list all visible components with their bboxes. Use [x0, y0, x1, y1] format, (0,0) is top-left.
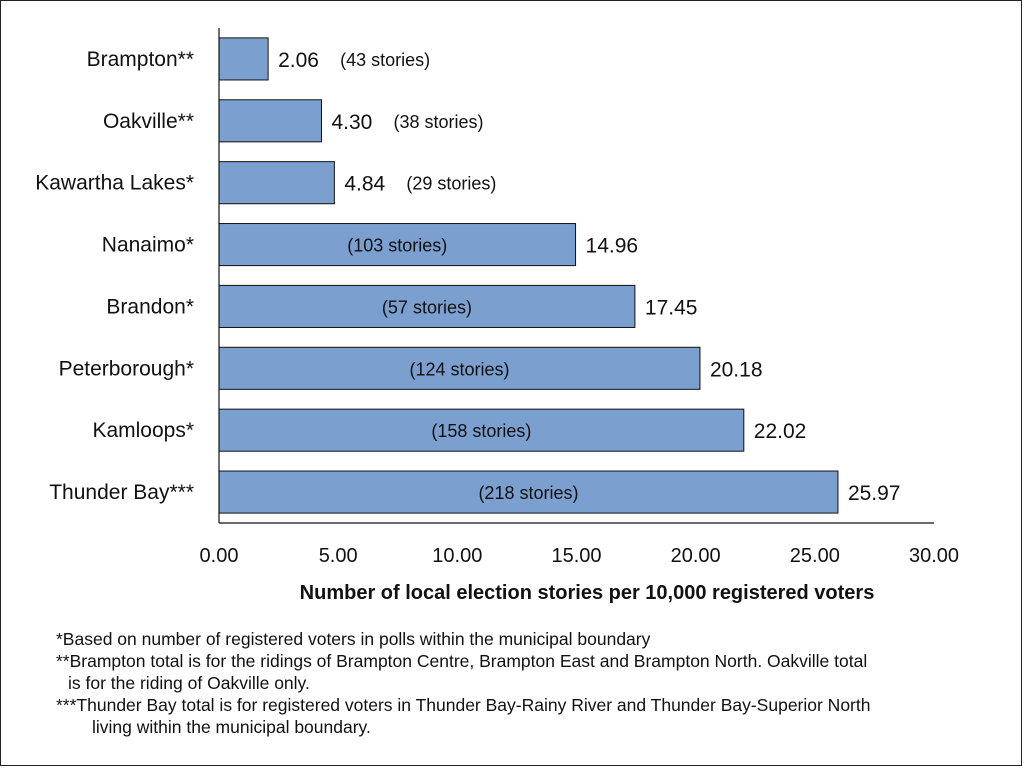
- bar-chart: Brampton** Oakville** Kawartha Lakes* Nanai…: [35, 28, 960, 604]
- bar: [218, 223, 577, 267]
- story-count-label: (57 stories): [382, 297, 472, 317]
- footnote-2-continued: is for the riding of Oakville only.: [68, 673, 310, 693]
- category-label: Kamloops*: [92, 419, 194, 442]
- value-label: 4.30: [331, 111, 372, 134]
- value-label: 25.97: [848, 482, 901, 505]
- value-label: 17.45: [645, 296, 698, 319]
- value-label: 2.06: [278, 49, 319, 72]
- footnote-3: ***Thunder Bay total is for registered v…: [56, 695, 871, 715]
- bar: [218, 284, 636, 328]
- bar: [218, 346, 701, 390]
- value-labels: 2.06 4.30 4.84 14.96 17.45 20.18 22.02 25.97: [278, 49, 900, 505]
- bar: [218, 37, 269, 81]
- story-count-label: (124 stories): [409, 359, 509, 379]
- category-label: Brampton**: [87, 48, 194, 71]
- x-tick-label: 15.00: [551, 545, 601, 567]
- story-count-labels: (43 stories) (38 stories) (29 stories) (103…: [340, 50, 578, 503]
- x-tick-label: 20.00: [671, 545, 721, 567]
- category-label: Nanaimo*: [102, 234, 194, 257]
- category-label: Brandon*: [106, 295, 194, 318]
- x-tick-label: 10.00: [432, 545, 482, 567]
- value-label: 20.18: [710, 358, 763, 381]
- story-count-label: (43 stories): [340, 50, 430, 70]
- value-label: 22.02: [754, 420, 807, 443]
- footnotes: *Based on number of registered voters in…: [56, 628, 1006, 738]
- footnote-2: **Brampton total is for the ridings of B…: [56, 651, 868, 671]
- x-tick-label: 5.00: [319, 545, 358, 567]
- x-tick-labels: 0.00 5.00 10.00 15.00 20.00 25.00 30.00: [200, 545, 960, 567]
- story-count-label: (29 stories): [406, 174, 496, 194]
- value-label: 14.96: [586, 235, 639, 258]
- story-count-label: (218 stories): [478, 483, 578, 503]
- story-count-label: (38 stories): [393, 112, 483, 132]
- category-label: Peterborough*: [59, 357, 194, 380]
- bars-layer: [218, 37, 839, 514]
- x-tick-label: 25.00: [790, 545, 840, 567]
- category-label: Oakville**: [103, 110, 194, 133]
- footnote-3-continued: living within the municipal boundary.: [92, 717, 371, 737]
- bar: [218, 161, 335, 205]
- category-label: Kawartha Lakes*: [35, 172, 194, 195]
- story-count-label: (158 stories): [431, 421, 531, 441]
- story-count-label: (103 stories): [347, 236, 447, 256]
- bar: [218, 99, 322, 143]
- x-tick-label: 30.00: [909, 545, 959, 567]
- category-label: Thunder Bay***: [49, 481, 194, 504]
- x-tick-label: 0.00: [200, 545, 239, 567]
- value-label: 4.84: [344, 173, 385, 196]
- footnote-1: *Based on number of registered voters in…: [56, 629, 651, 649]
- x-axis-title: Number of local election stories per 10,…: [300, 582, 875, 604]
- category-labels: Brampton** Oakville** Kawartha Lakes* Nanai…: [35, 48, 194, 504]
